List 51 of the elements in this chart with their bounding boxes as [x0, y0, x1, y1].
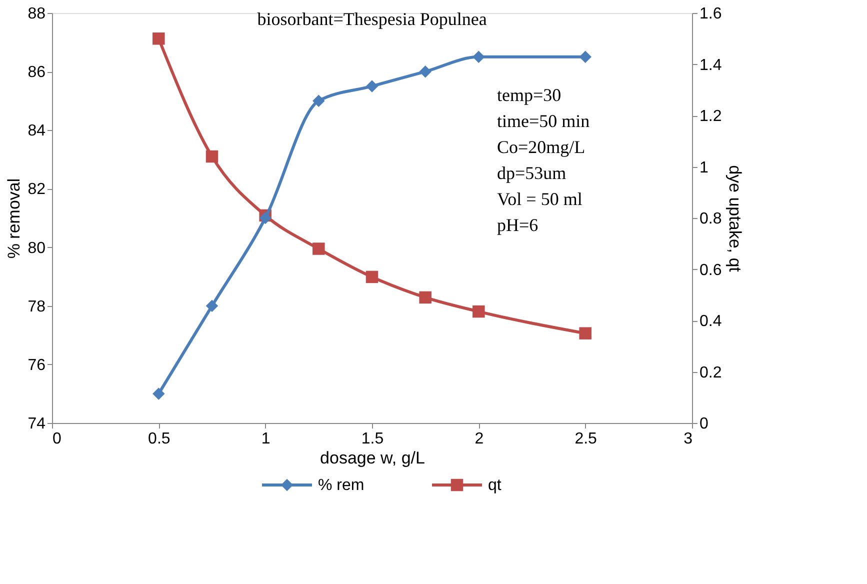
- y2-tick-label: 1.2: [700, 108, 722, 125]
- annotation: time=50 min: [497, 110, 590, 131]
- point: [579, 327, 592, 340]
- annotation: Vol = 50 ml: [497, 188, 582, 209]
- y2-axis-title: dye uptake, qt: [726, 165, 745, 272]
- annotation: Co=20mg/L: [497, 136, 586, 157]
- x-axis-title: dosage w, g/L: [320, 448, 425, 468]
- y2-tick-label: 1.4: [700, 56, 722, 74]
- point: [419, 291, 432, 304]
- y-tick-label: 78: [28, 298, 46, 316]
- point: [366, 270, 378, 284]
- y-tick-label: 88: [28, 6, 46, 22]
- y2-tick-label: 0.8: [700, 210, 722, 228]
- x-tick-label: 0: [52, 430, 62, 448]
- x-tick-label: 2.5: [574, 430, 598, 448]
- point: [152, 388, 165, 400]
- y2-tick-label: 0.2: [700, 364, 722, 382]
- point: [312, 242, 325, 255]
- y2-tick-label: 1.6: [700, 6, 722, 22]
- x-tick-label: 1: [261, 430, 270, 448]
- annotation: pH=6: [497, 214, 538, 235]
- y2-tick-label: 0: [700, 416, 708, 432]
- point: [472, 50, 485, 64]
- point: [152, 32, 165, 45]
- y-axis-title: % removal: [4, 178, 24, 259]
- y2-tick-label: 0.6: [700, 262, 722, 279]
- point: [312, 94, 325, 107]
- y-tick-label: 74: [28, 416, 46, 432]
- y-tick-label: 80: [28, 240, 46, 257]
- point: [366, 80, 378, 92]
- point: [579, 50, 592, 64]
- x-tick-label: 3: [684, 430, 693, 448]
- y2-tick-label: 1: [700, 159, 708, 176]
- annotation: dp=53um: [497, 162, 566, 183]
- point: [259, 212, 272, 224]
- x-tick-label: 0.5: [148, 430, 170, 448]
- x-tick-label: 1.5: [361, 430, 384, 448]
- y2-tick-label: 0.4: [700, 313, 722, 330]
- chart-title: biosorbant=Thespesia Populnea: [257, 9, 487, 29]
- point: [206, 300, 218, 312]
- legend-label: qt: [488, 477, 502, 494]
- y-tick-label: 86: [28, 64, 46, 82]
- point: [206, 150, 218, 163]
- point: [419, 65, 432, 78]
- annotation: temp=30: [497, 85, 562, 106]
- x-tick-label: 2: [474, 430, 484, 448]
- y-tick-label: 76: [28, 356, 46, 374]
- point: [472, 305, 485, 318]
- y-tick-label: 82: [28, 181, 46, 198]
- y-tick-label: 84: [28, 122, 46, 140]
- legend-label: % rem: [318, 477, 364, 494]
